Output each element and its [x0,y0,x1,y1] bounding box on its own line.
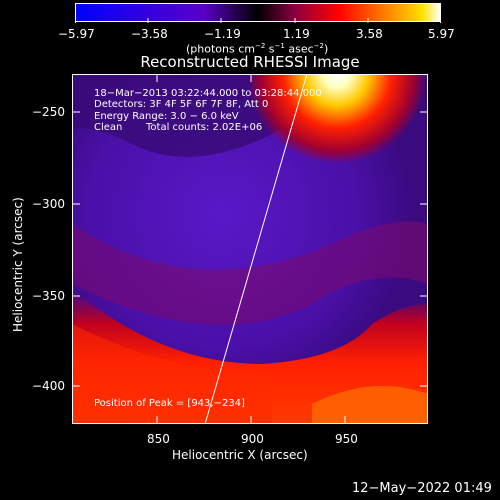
y-tick-400: −400 [32,379,65,393]
colorbar-tick-2: −1.19 [204,27,241,41]
y-tick-350: −350 [32,289,65,303]
detectors-annotation: Detectors: 3F 4F 5F 6F 7F 8F, Att 0 [94,99,269,110]
time-range-annotation: 18−Mar−2013 03:22:44.000 to 03:28:44.000 [94,88,322,99]
x-axis-label: Heliocentric X (arcsec) [172,448,308,462]
x-axis-ticks [72,74,428,424]
x-tick-900: 900 [241,432,264,446]
colorbar-tick-0: −5.97 [58,27,95,41]
energy-annotation: Energy Range: 3.0 − 6.0 keV [94,111,239,122]
colorbar-unit-label: (photons cm−2 s−1 asec−2) [186,42,329,56]
rhessi-image [72,74,428,424]
colorbar-tick-4: 3.58 [356,27,383,41]
counts-annotation: Total counts: 2.02E+06 [146,122,263,133]
colorbar-ticks [75,18,441,23]
y-tick-250: −250 [32,105,65,119]
colorbar-tick-3: 1.19 [283,27,310,41]
x-tick-850: 850 [147,432,170,446]
colorbar [75,3,441,22]
method-annotation: Clean [94,122,123,133]
y-axis-label: Heliocentric Y (arcsec) [11,197,25,332]
plot-title: Reconstructed RHESSI Image [140,53,360,71]
peak-position-annotation: Position of Peak = [943,−234] [94,398,245,409]
footer-date: 12−May−2022 01:49 [352,481,492,496]
x-tick-950: 950 [335,432,358,446]
colorbar-tick-1: −3.58 [131,27,168,41]
y-tick-300: −300 [32,197,65,211]
colorbar-tick-5: 5.97 [428,27,455,41]
